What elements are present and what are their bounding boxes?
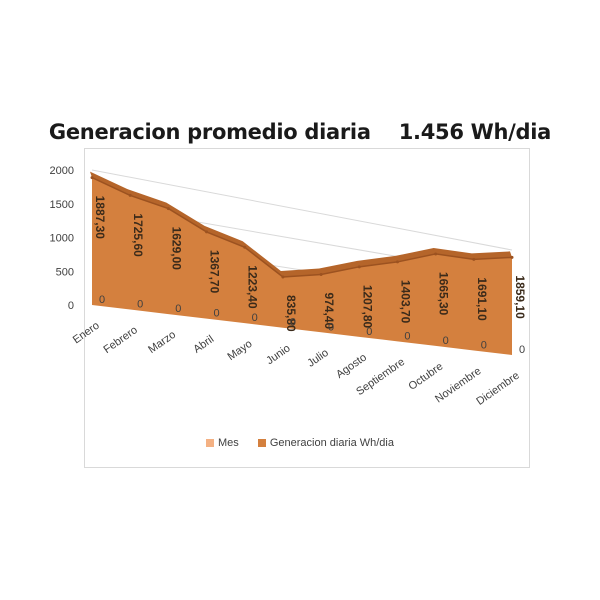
data-label: 1403,70 [398, 280, 412, 324]
area-outline [91, 176, 513, 278]
mes-value-label: 0 [519, 344, 525, 356]
gridline [91, 169, 513, 251]
data-point [90, 176, 94, 180]
y-tick-label: 1500 [50, 199, 74, 211]
legend: Mes Generacion diaria Wh/dia [0, 437, 600, 449]
data-point [319, 272, 323, 276]
data-label: 835,80 [284, 295, 298, 332]
legend-label-mes: Mes [218, 437, 239, 449]
data-point [395, 260, 399, 264]
data-point [281, 275, 285, 279]
category-label: Mayo [226, 338, 255, 363]
data-label: 1887,30 [93, 196, 107, 240]
mes-value-label: 0 [404, 330, 410, 342]
data-label: 974,40 [322, 292, 336, 329]
mes-value-label: 0 [213, 308, 219, 320]
data-label: 1367,70 [208, 250, 222, 294]
data-label: 1725,60 [131, 213, 145, 257]
category-label: Octubre [406, 361, 445, 393]
chart-title: Generacion promedio diaria 1.456 Wh/dia [48, 120, 552, 144]
data-label: 1665,30 [437, 272, 451, 316]
data-point [472, 257, 476, 261]
category-label: Febrero [101, 324, 139, 356]
data-label: 1207,80 [360, 285, 374, 329]
category-label: Agosto [334, 351, 369, 380]
y-tick-label: 2000 [50, 165, 74, 177]
data-point [243, 245, 247, 249]
chart-frame [84, 148, 530, 468]
y-tick-label: 0 [68, 300, 74, 312]
mes-value-label: 0 [175, 303, 181, 315]
legend-swatch-generacion [257, 439, 266, 448]
category-label: Enero [71, 320, 102, 347]
mes-value-label: 0 [443, 335, 449, 347]
y-tick-label: 1000 [50, 233, 74, 245]
data-point [205, 230, 209, 234]
mes-value-label: 0 [290, 317, 296, 329]
category-label: Junio [264, 342, 292, 367]
data-label: 1629,00 [169, 227, 183, 271]
category-label: Julio [305, 347, 330, 370]
legend-swatch-mes [206, 439, 215, 448]
category-label: Marzo [146, 329, 178, 356]
mes-value-label: 0 [99, 294, 105, 306]
legend-item-mes: Mes [206, 437, 239, 449]
data-point [434, 252, 438, 256]
y-tick-label: 500 [56, 266, 74, 278]
area-generacion [92, 177, 512, 355]
mes-value-label: 0 [481, 339, 487, 351]
data-label: 1223,40 [246, 265, 260, 309]
legend-label-generacion: Generacion diaria Wh/dia [269, 437, 394, 449]
data-point [357, 265, 361, 269]
mes-value-label: 0 [366, 326, 372, 338]
data-point [166, 207, 170, 211]
mes-value-label: 0 [137, 299, 143, 311]
data-label: 1859,10 [513, 275, 527, 319]
data-point [128, 193, 132, 197]
mes-value-label: 0 [252, 312, 258, 324]
category-label: Abril [191, 333, 216, 355]
data-point [510, 255, 514, 259]
mes-value-label: 0 [328, 321, 334, 333]
data-label: 1691,10 [475, 277, 489, 321]
legend-item-generacion: Generacion diaria Wh/dia [257, 437, 394, 449]
